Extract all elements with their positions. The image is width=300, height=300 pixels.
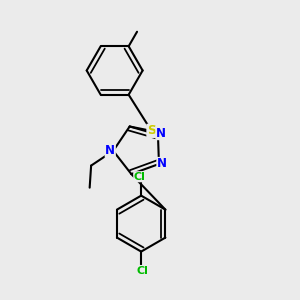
Text: N: N [156,127,166,140]
Text: Cl: Cl [137,266,148,275]
Text: Cl: Cl [134,172,146,182]
Text: N: N [105,144,115,158]
Text: S: S [147,124,156,137]
Text: N: N [157,158,167,170]
